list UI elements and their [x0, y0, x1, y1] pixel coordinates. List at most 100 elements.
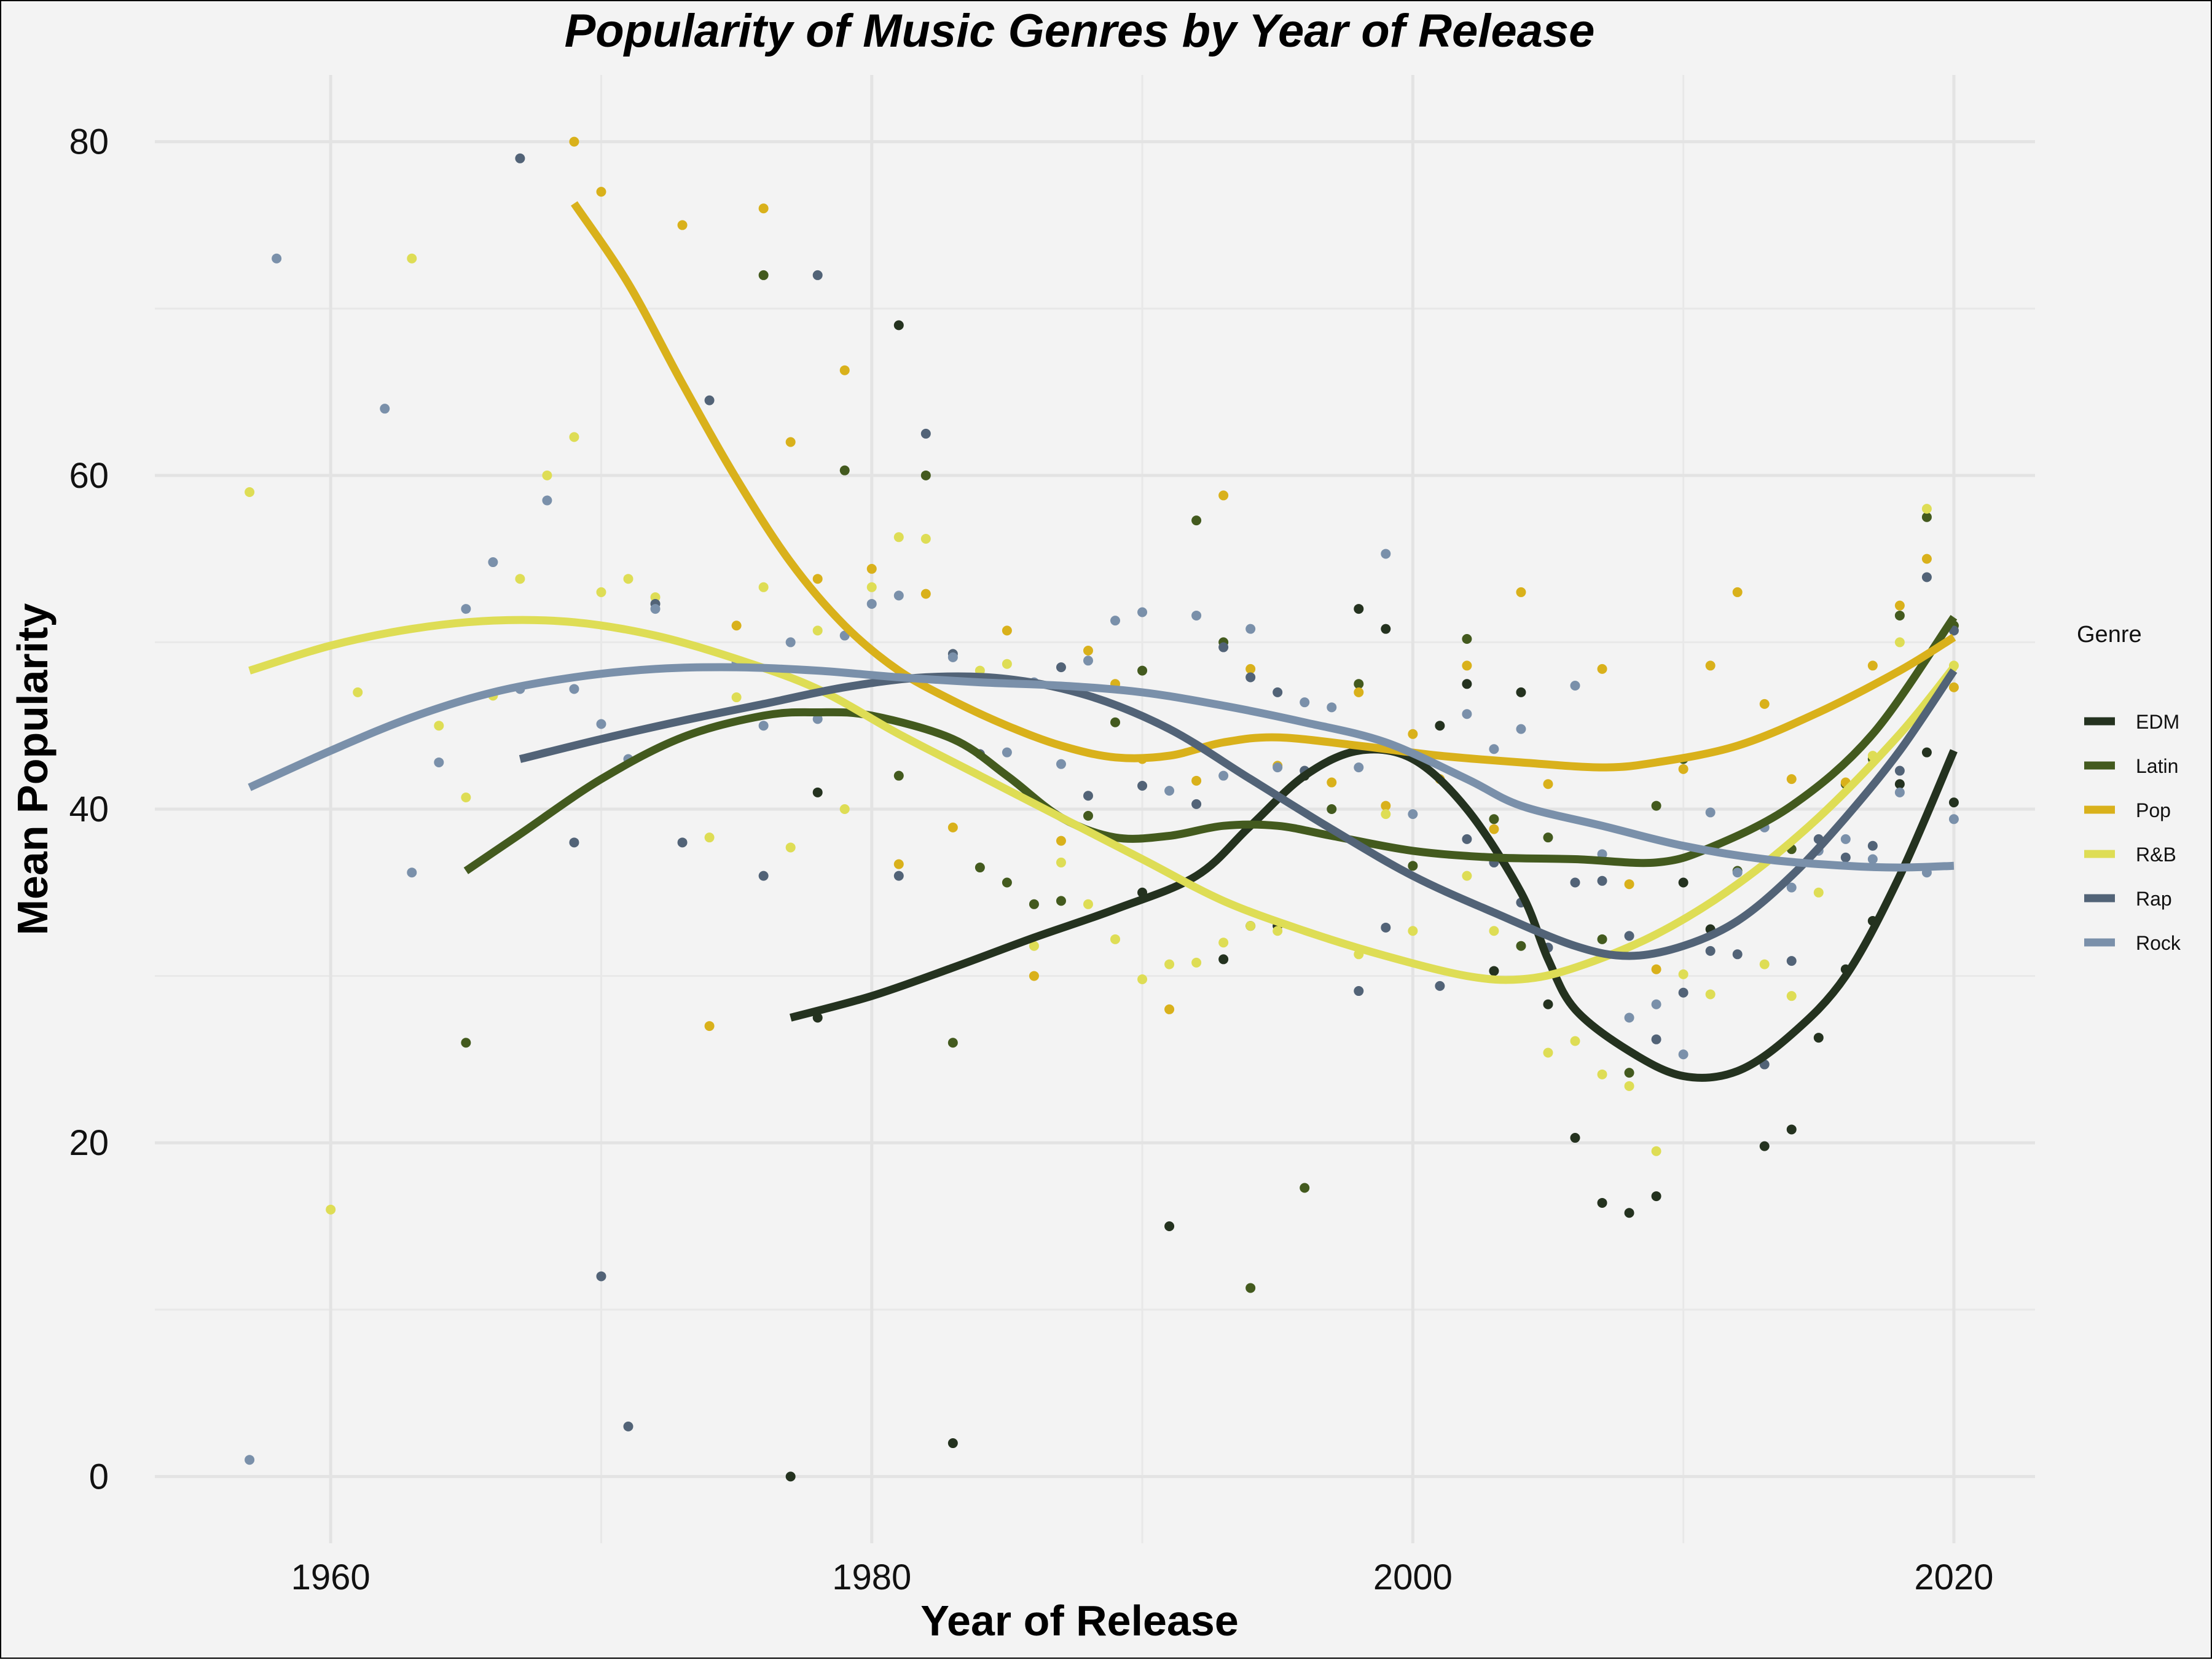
data-point	[1489, 744, 1499, 754]
data-point	[758, 721, 769, 731]
data-point	[596, 187, 606, 197]
data-point	[272, 253, 282, 264]
data-point	[1651, 801, 1661, 811]
data-point	[1191, 957, 1202, 968]
data-point	[920, 589, 931, 599]
data-point	[1056, 759, 1066, 769]
data-point	[1597, 664, 1607, 674]
data-point	[1597, 1197, 1607, 1208]
data-point	[1408, 729, 1418, 739]
data-point	[839, 465, 850, 476]
data-point	[1354, 679, 1364, 689]
data-point	[1786, 991, 1797, 1001]
data-point	[1732, 587, 1743, 597]
data-point	[569, 837, 579, 848]
data-point	[1516, 941, 1526, 951]
data-point	[1894, 779, 1905, 789]
trend-line-pop	[571, 201, 1956, 772]
data-point	[1651, 1191, 1661, 1202]
data-point	[1651, 964, 1661, 974]
data-point	[1921, 747, 1932, 758]
data-point	[1651, 999, 1661, 1009]
x-tick-label: 2020	[1914, 1557, 1993, 1597]
data-point	[731, 621, 742, 631]
data-point	[1543, 832, 1553, 843]
data-point	[1867, 840, 1878, 851]
data-point	[1624, 1068, 1634, 1078]
data-point	[866, 582, 877, 592]
data-point	[1489, 814, 1499, 824]
data-point	[1516, 724, 1526, 734]
data-point	[1029, 899, 1039, 909]
data-point	[1948, 682, 1959, 692]
data-point	[1624, 931, 1634, 941]
data-point	[893, 532, 904, 542]
y-tick-label: 80	[69, 122, 109, 162]
data-point	[785, 637, 796, 648]
data-point	[812, 270, 823, 280]
data-point	[920, 428, 931, 439]
y-tick-label: 40	[69, 789, 109, 829]
data-point	[1435, 981, 1445, 991]
legend-label: Pop	[2136, 799, 2171, 821]
data-point	[1191, 775, 1202, 786]
data-point	[947, 1438, 958, 1449]
data-point	[623, 574, 633, 584]
data-point	[812, 574, 823, 584]
data-point	[1137, 974, 1148, 985]
legend: Genre EDM Latin Pop R&B Rap Rock	[2077, 622, 2181, 954]
data-point	[1597, 934, 1607, 944]
trend-line-edm	[790, 745, 1958, 1082]
data-point	[893, 871, 904, 881]
data-point	[1110, 717, 1121, 727]
data-point	[1570, 681, 1580, 691]
data-point	[1218, 770, 1229, 781]
data-point	[677, 837, 688, 848]
data-point	[650, 604, 661, 614]
data-point	[623, 1421, 633, 1431]
data-point	[1462, 660, 1472, 671]
data-point	[731, 692, 742, 703]
data-point	[1462, 633, 1472, 644]
data-point	[1489, 824, 1499, 834]
data-point	[1678, 969, 1688, 979]
data-point	[1273, 926, 1283, 936]
data-point	[1651, 1034, 1661, 1044]
trend-line-rap	[519, 668, 1958, 960]
data-point	[1894, 765, 1905, 776]
data-point	[407, 253, 417, 264]
data-point	[1678, 764, 1688, 774]
data-point	[1705, 660, 1716, 671]
data-point	[245, 487, 255, 497]
data-point	[1381, 809, 1391, 820]
data-point	[975, 863, 985, 873]
data-point	[893, 590, 904, 601]
data-point	[1570, 1133, 1580, 1143]
data-point	[1191, 799, 1202, 809]
data-point	[1218, 490, 1229, 501]
data-point	[1543, 1047, 1553, 1058]
data-point	[1462, 709, 1472, 719]
data-point	[947, 652, 958, 662]
data-point	[758, 270, 769, 280]
data-point	[1516, 687, 1526, 697]
data-point	[1921, 512, 1932, 522]
legend-label: Latin	[2136, 755, 2178, 777]
data-point	[758, 582, 769, 592]
data-point	[1056, 836, 1066, 846]
data-point	[380, 404, 390, 414]
data-point	[1137, 607, 1148, 617]
data-point	[1164, 1004, 1175, 1014]
data-point	[947, 1038, 958, 1048]
data-point	[1002, 625, 1012, 636]
data-point	[1489, 966, 1499, 976]
data-point	[893, 320, 904, 331]
data-point	[1381, 549, 1391, 559]
data-point	[461, 604, 471, 614]
data-point	[1354, 762, 1364, 773]
data-point	[1543, 779, 1553, 789]
data-point	[515, 574, 525, 584]
legend-label: EDM	[2136, 711, 2179, 733]
data-point	[1245, 921, 1256, 931]
data-point	[812, 625, 823, 636]
